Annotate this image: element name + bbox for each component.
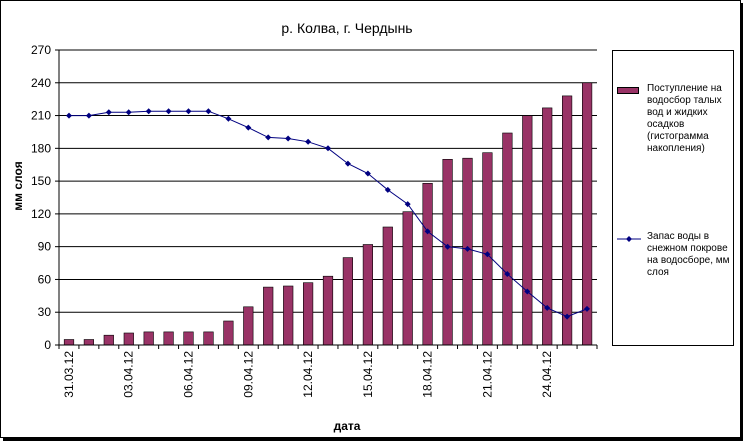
bar <box>522 115 533 346</box>
data-point <box>205 108 212 115</box>
x-tick-label: 15.04.12 <box>361 351 375 398</box>
y-tick-label: 60 <box>38 272 52 286</box>
data-point <box>344 160 351 167</box>
data-point <box>384 186 391 193</box>
bar <box>83 339 94 346</box>
bar <box>143 331 154 346</box>
x-tick-label: 09.04.12 <box>241 351 255 398</box>
bar <box>402 211 413 346</box>
data-point <box>544 304 551 311</box>
y-tick-label: 240 <box>31 76 51 90</box>
legend-swatch-line <box>617 236 641 242</box>
data-point <box>225 115 232 122</box>
legend-item-bar: Поступление на водосбор талых вод и жидк… <box>617 83 733 193</box>
bar <box>302 282 314 346</box>
data-point <box>364 170 371 177</box>
data-point <box>424 228 431 235</box>
bar <box>183 331 194 346</box>
line-series <box>66 108 590 320</box>
y-tick-label: 30 <box>38 305 52 319</box>
y-tick-labels: 0 30 60 90 120 150 180 210 240 270 <box>31 43 51 352</box>
y-tick-label: 120 <box>31 207 51 221</box>
legend-label-line: Запас воды в снежном покрове на водосбор… <box>647 231 730 278</box>
bar <box>362 244 374 346</box>
bar <box>223 320 234 346</box>
legend-swatch-bar <box>617 87 639 94</box>
bar <box>203 331 214 346</box>
bar <box>342 257 354 346</box>
data-point <box>165 108 172 115</box>
y-axis-title: мм слоя <box>11 161 25 210</box>
data-point <box>464 245 471 252</box>
chart-title: р. Колва, г. Чердынь <box>281 20 412 36</box>
data-point <box>125 109 132 116</box>
x-tick-label: 06.04.12 <box>182 351 196 398</box>
data-point <box>325 145 331 152</box>
y-tick-label: 0 <box>44 338 51 352</box>
bar <box>482 152 493 346</box>
bar <box>263 286 274 346</box>
bar <box>502 132 513 346</box>
data-point <box>504 271 511 277</box>
x-axis-title: дата <box>334 419 361 433</box>
x-tick-labels: 31.03.12 03.04.12 06.04.12 09.04.12 12.04.12… <box>62 351 554 398</box>
data-point <box>404 201 411 208</box>
bar <box>561 95 573 346</box>
data-point <box>484 251 491 258</box>
data-point <box>444 243 451 250</box>
x-tick-label: 03.04.12 <box>122 351 136 398</box>
legend-item-line: Запас воды в снежном покрове на водосбор… <box>617 231 733 311</box>
axes <box>55 49 598 349</box>
bar <box>322 275 334 346</box>
bar <box>442 159 453 346</box>
legend-label-bar: Поступление на водосбор талых вод и жидк… <box>647 83 722 154</box>
x-tick-label: 18.04.12 <box>421 351 435 398</box>
data-point <box>305 138 312 145</box>
y-tick-label: 90 <box>38 240 52 254</box>
y-tick-label: 270 <box>31 43 51 57</box>
data-point <box>66 112 72 119</box>
y-tick-label: 150 <box>31 174 51 188</box>
bar <box>63 339 75 346</box>
data-point <box>85 112 92 119</box>
bar <box>163 331 174 346</box>
bar <box>283 285 294 346</box>
x-tick-label: 24.04.12 <box>540 351 554 398</box>
data-point <box>265 134 272 141</box>
y-tick-label: 210 <box>31 109 51 123</box>
x-tick-label: 12.04.12 <box>301 351 315 398</box>
x-tick-label: 31.03.12 <box>62 351 76 398</box>
bar <box>581 82 593 346</box>
x-tick-label: 21.04.12 <box>480 351 494 398</box>
data-point <box>524 288 531 295</box>
y-tick-label: 180 <box>31 141 51 155</box>
bar <box>422 183 433 346</box>
data-point <box>245 124 252 131</box>
bar <box>103 334 114 346</box>
data-point <box>185 108 192 115</box>
legend: Поступление на водосбор талых вод и жидк… <box>612 50 734 346</box>
data-point <box>105 109 112 116</box>
data-point <box>145 108 152 115</box>
gridlines <box>59 49 597 313</box>
bar <box>123 332 134 346</box>
bar <box>382 226 393 346</box>
data-point <box>285 135 292 142</box>
bar <box>243 306 254 346</box>
data-point <box>584 305 590 312</box>
data-point <box>564 313 571 320</box>
